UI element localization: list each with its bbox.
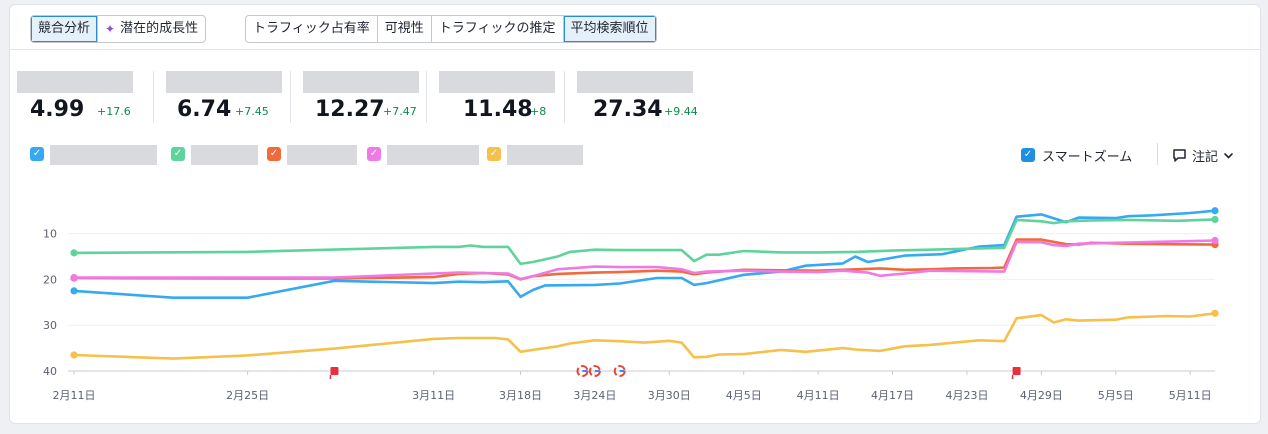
google-icon [588, 365, 601, 377]
x-tick-label: 3月30日 [648, 389, 691, 402]
metric-delta: +7.47 [383, 105, 417, 118]
tab-label: トラフィックの推定 [438, 21, 556, 36]
y-tick-label: 20 [43, 273, 57, 286]
metric-delta: +8 [530, 105, 547, 118]
notes-separator [1157, 143, 1158, 165]
x-tick-label: 4月5日 [726, 389, 762, 402]
tab-label: 平均検索順位 [570, 21, 649, 36]
metric-separator [564, 71, 565, 123]
checkbox-checked-icon[interactable]: ✓ [1021, 148, 1035, 162]
chevron-down-icon [1223, 150, 1234, 161]
metric-delta: +9.44 [664, 105, 698, 118]
series-end-point [1211, 236, 1219, 245]
series-end-point [1211, 215, 1219, 224]
series-line-5 [72, 312, 1217, 360]
smart-zoom-label: スマートズーム [1042, 149, 1133, 165]
x-tick-label: 4月17日 [871, 389, 914, 402]
metric-tabs-group: トラフィック占有率 可視性 トラフィックの推定 平均検索順位 [245, 15, 657, 43]
header-divider [10, 49, 1260, 50]
notes-dropdown[interactable]: 注記 [1172, 145, 1234, 165]
flag-shape [1012, 367, 1021, 375]
x-tick-label: 5月11日 [1169, 389, 1212, 402]
metric-separator [426, 71, 427, 123]
checkbox-checked-icon[interactable]: ✓ [267, 147, 281, 161]
series-start-point [70, 273, 78, 282]
tab-average-position[interactable]: 平均検索順位 [563, 16, 656, 42]
metric-delta: +17.6 [97, 105, 131, 118]
x-tick-label: 4月29日 [1020, 389, 1063, 402]
tab-label: 潜在的成長性 [120, 21, 199, 36]
metric-name-redacted [577, 71, 693, 93]
tab-competitive-analysis[interactable]: 競合分析 [31, 16, 99, 42]
metric-separator [153, 71, 154, 123]
smart-zoom-toggle[interactable]: ✓ スマートズーム [1021, 145, 1132, 165]
x-tick-label: 5月5日 [1098, 389, 1134, 402]
google-icon [576, 365, 589, 377]
x-tick-label: 2月11日 [53, 389, 96, 402]
metric-value: 6.74 [177, 97, 232, 122]
y-tick-label: 10 [43, 228, 57, 241]
tab-label: トラフィック占有率 [253, 21, 370, 36]
series-line-2 [72, 218, 1217, 266]
chart-series [70, 207, 1219, 360]
flag-shape [330, 367, 339, 375]
tab-traffic-share[interactable]: トラフィック占有率 [246, 16, 378, 42]
notes-label: 注記 [1192, 149, 1219, 165]
checkbox-checked-icon[interactable]: ✓ [487, 147, 501, 161]
metric-separator [290, 71, 291, 123]
legend-name-redacted [50, 145, 157, 165]
legend-name-redacted [387, 145, 479, 165]
view-mode-group: 競合分析 ✦ 潜在的成長性 [30, 15, 207, 43]
metric-value: 27.34 [593, 97, 663, 122]
x-tick-label: 2月25日 [226, 389, 269, 402]
comment-icon [1172, 148, 1187, 163]
x-tick-label: 3月24日 [573, 389, 616, 402]
tab-visibility[interactable]: 可視性 [378, 16, 432, 42]
legend-name-redacted [507, 145, 583, 165]
flag-icon [329, 367, 339, 379]
sparkle-icon: ✦ [105, 22, 116, 36]
tab-label: 可視性 [384, 21, 424, 36]
metric-value: 4.99 [30, 97, 85, 122]
legend-name-redacted [191, 145, 258, 165]
chart-annotations [329, 365, 1021, 379]
y-tick-label: 30 [43, 319, 57, 332]
x-tick-label: 4月11日 [797, 389, 840, 402]
google-icon [613, 365, 626, 377]
x-tick-label: 4月23日 [945, 389, 988, 402]
chart-card: 競合分析 ✦ 潜在的成長性 トラフィック占有率 可視性 トラフィックの推定 平均… [9, 4, 1261, 424]
series-start-point [70, 249, 78, 257]
x-axis: 2月11日 2月25日 3月11日 3月18日 3月24日 3月30日 4月5日 4月11日 4… [53, 370, 1215, 402]
checkbox-checked-icon[interactable]: ✓ [30, 147, 44, 161]
tab-traffic-estimate[interactable]: トラフィックの推定 [432, 16, 564, 42]
flag-icon [1011, 367, 1021, 379]
series-line-3 [72, 238, 1217, 281]
average-position-chart: 10 20 30 40 2月11日 2月25日 3月11日 3月18日 3月24日 3月30日 4… [43, 207, 1219, 402]
series-end-point [1211, 309, 1219, 317]
series-line-4 [72, 239, 1217, 281]
legend-name-redacted [287, 145, 357, 165]
x-tick-label: 3月18日 [499, 389, 542, 402]
y-axis: 10 20 30 40 [43, 228, 57, 378]
series-end-point [1211, 207, 1219, 215]
metric-name-redacted [166, 71, 282, 93]
y-tick-label: 40 [43, 365, 57, 378]
metric-value: 11.48 [463, 97, 533, 122]
series-start-point [70, 351, 78, 359]
checkbox-checked-icon[interactable]: ✓ [171, 147, 185, 161]
x-tick-label: 3月11日 [412, 389, 455, 402]
tab-growth-potential[interactable]: ✦ 潜在的成長性 [98, 16, 205, 42]
metric-name-redacted [17, 71, 133, 93]
metric-delta: +7.45 [235, 105, 269, 118]
tab-label: 競合分析 [38, 21, 91, 36]
series-start-point [70, 287, 78, 295]
metric-value: 12.27 [315, 97, 385, 122]
series-line-1 [72, 209, 1217, 299]
metrics-row: 4.99 +17.6 6.74 +7.45 12.27 +7.47 11.48 … [10, 67, 770, 127]
checkbox-checked-icon[interactable]: ✓ [367, 147, 381, 161]
metric-name-redacted [439, 71, 555, 93]
metric-name-redacted [303, 71, 419, 93]
